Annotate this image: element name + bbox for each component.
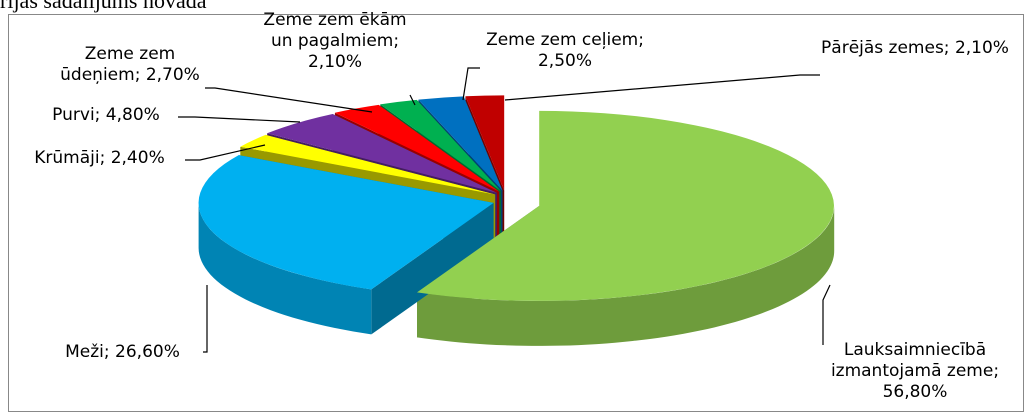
slice-side [417, 205, 835, 346]
leader-line [822, 284, 831, 345]
leader-line [462, 67, 480, 101]
slice [334, 104, 500, 192]
slice [417, 110, 834, 301]
slice-side [198, 202, 372, 335]
leader-lines [178, 67, 831, 353]
data-label: Zeme zem ceļiem; 2,50% [486, 30, 644, 71]
leader-line [205, 87, 373, 113]
data-label: Lauksaimniecībā izmantojamā zeme; 56,80% [830, 340, 1000, 402]
data-label: Zeme zem ūdeņiem; 2,70% [60, 44, 200, 85]
data-label: Zeme zem ēkām un pagalmiem; 2,10% [263, 10, 407, 72]
caption: rijas sadalījums novadā [0, 0, 207, 13]
data-label: Purvi; 4,80% [52, 105, 160, 125]
slice [198, 155, 494, 290]
slice [267, 114, 497, 193]
leader-line [178, 116, 301, 123]
slice [418, 96, 503, 191]
slice [380, 99, 501, 191]
data-label: Pārējās zemes; 2,10% [821, 38, 1009, 58]
slice [240, 134, 496, 195]
data-label: Krūmāji; 2,40% [34, 148, 165, 168]
leader-line [504, 74, 820, 101]
leader-line [185, 144, 266, 161]
slice [465, 95, 505, 191]
leader-line [203, 285, 208, 353]
leader-line [409, 94, 416, 106]
data-label: Meži; 26,60% [65, 342, 180, 362]
